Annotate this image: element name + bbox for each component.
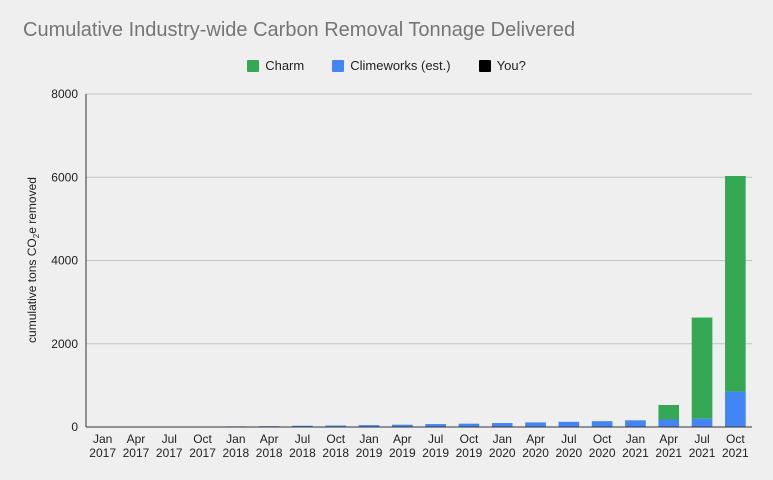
bar-segment xyxy=(625,420,646,427)
x-tick-label-year: 2017 xyxy=(123,446,150,460)
x-tick-label-year: 2021 xyxy=(689,446,716,460)
legend-swatch xyxy=(332,59,345,72)
legend-label: You? xyxy=(496,58,526,73)
x-tick-label-month: Jan xyxy=(493,432,512,446)
bar-segment xyxy=(458,423,480,427)
bar-segment xyxy=(691,317,713,419)
x-tick-label-year: 2021 xyxy=(622,446,649,460)
x-tick-label-year: 2021 xyxy=(655,446,682,460)
y-tick-label: 6000 xyxy=(51,170,78,184)
x-tick-label-month: Oct xyxy=(593,432,612,446)
x-tick-label-month: Jul xyxy=(162,432,177,446)
legend-item: Charm xyxy=(247,58,304,73)
x-tick-label-year: 2018 xyxy=(222,446,249,460)
bar-segment xyxy=(425,424,446,427)
x-tick-label-month: Apr xyxy=(260,432,279,446)
y-tick-label: 0 xyxy=(71,420,78,434)
x-tick-label-month: Oct xyxy=(726,432,745,446)
legend-swatch xyxy=(478,59,491,72)
x-tick-label-month: Apr xyxy=(526,432,545,446)
bar-segment xyxy=(292,425,313,427)
x-tick-label-year: 2020 xyxy=(522,446,549,460)
x-tick-label-month: Oct xyxy=(193,432,212,446)
x-tick-label-month: Apr xyxy=(659,432,678,446)
x-tick-label-month: Jan xyxy=(626,432,645,446)
bar-segment xyxy=(725,176,746,392)
legend-label: Charm xyxy=(265,58,305,73)
x-tick-label-year: 2017 xyxy=(189,446,216,460)
x-tick-label-month: Oct xyxy=(326,432,345,446)
x-tick-label-month: Jul xyxy=(295,432,310,446)
legend-swatch xyxy=(247,59,260,72)
legend-label: Climeworks (est.) xyxy=(350,58,451,73)
bar-segment xyxy=(392,424,413,427)
x-tick-label-year: 2019 xyxy=(389,446,416,460)
x-tick-label-month: Apr xyxy=(393,432,412,446)
legend: Charm Climeworks (est.) You? xyxy=(0,58,773,73)
legend-item: You? xyxy=(478,58,526,73)
y-tick-label: 4000 xyxy=(51,254,78,268)
y-tick-label: 2000 xyxy=(51,337,78,351)
x-tick-label-month: Oct xyxy=(460,432,479,446)
x-tick-label-year: 2019 xyxy=(422,446,449,460)
x-tick-label-year: 2019 xyxy=(456,446,483,460)
chart-title: Cumulative Industry-wide Carbon Removal … xyxy=(23,19,576,41)
legend-item: Climeworks (est.) xyxy=(332,58,451,73)
x-tick-label-year: 2017 xyxy=(89,446,116,460)
bar-segment xyxy=(691,418,713,427)
bar-segment xyxy=(725,391,746,427)
x-tick-label-year: 2020 xyxy=(555,446,582,460)
bar-segment xyxy=(658,404,680,420)
y-tick-labels: 0 2000 4000 6000 8000 xyxy=(51,87,78,434)
x-tick-label-year: 2019 xyxy=(356,446,383,460)
bar-segment xyxy=(591,421,613,427)
bar-segment xyxy=(491,423,513,427)
x-tick-label-year: 2018 xyxy=(289,446,316,460)
x-tick-label-year: 2018 xyxy=(256,446,283,460)
x-tick-label-year: 2021 xyxy=(722,446,749,460)
x-tick-label-month: Jul xyxy=(561,432,576,446)
x-tick-label-month: Jan xyxy=(93,432,112,446)
bar-segment xyxy=(325,425,347,427)
gridlines xyxy=(86,93,752,345)
x-tick-label-year: 2020 xyxy=(589,446,616,460)
bar-segment xyxy=(658,419,680,427)
y-tick-label: 8000 xyxy=(51,87,78,101)
bar-segment xyxy=(525,422,546,427)
x-tick-label-year: 2020 xyxy=(489,446,516,460)
x-tick-label-year: 2017 xyxy=(156,446,183,460)
bar-segment xyxy=(558,421,580,427)
x-tick-label-month: Jul xyxy=(428,432,443,446)
axes xyxy=(85,94,752,428)
bar-segment xyxy=(358,425,380,427)
bars xyxy=(225,176,746,427)
x-tick-label-year: 2018 xyxy=(322,446,349,460)
x-tick-label-month: Jan xyxy=(359,432,378,446)
x-tick-label-month: Jan xyxy=(226,432,245,446)
x-tick-label-month: Jul xyxy=(694,432,709,446)
x-tick-label-month: Apr xyxy=(127,432,146,446)
x-tick-labels: Jan2017Apr2017Jul2017Oct2017Jan2018Apr20… xyxy=(89,432,749,460)
